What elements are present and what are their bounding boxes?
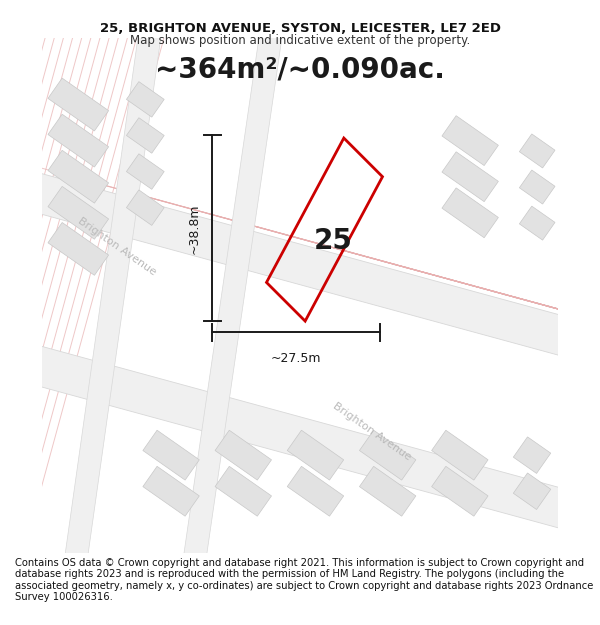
Text: Brighton Avenue: Brighton Avenue: [76, 216, 158, 277]
Polygon shape: [215, 430, 271, 480]
Polygon shape: [520, 170, 555, 204]
Polygon shape: [143, 466, 199, 516]
Polygon shape: [127, 82, 164, 117]
Polygon shape: [514, 473, 551, 509]
Polygon shape: [48, 114, 109, 167]
Polygon shape: [143, 430, 199, 480]
Text: 25: 25: [314, 227, 353, 255]
Text: Contains OS data © Crown copyright and database right 2021. This information is : Contains OS data © Crown copyright and d…: [15, 558, 593, 602]
Polygon shape: [287, 430, 344, 480]
Polygon shape: [215, 466, 271, 516]
Polygon shape: [442, 152, 499, 202]
Polygon shape: [181, 10, 286, 581]
Polygon shape: [48, 78, 109, 131]
Text: Map shows position and indicative extent of the property.: Map shows position and indicative extent…: [130, 34, 470, 48]
Polygon shape: [48, 151, 109, 203]
Polygon shape: [48, 222, 109, 275]
Polygon shape: [11, 341, 589, 533]
Polygon shape: [11, 168, 589, 361]
Polygon shape: [359, 466, 416, 516]
Polygon shape: [287, 466, 344, 516]
Polygon shape: [514, 437, 551, 473]
Text: ~38.8m: ~38.8m: [188, 203, 201, 254]
Polygon shape: [359, 430, 416, 480]
Text: ~364m²/~0.090ac.: ~364m²/~0.090ac.: [155, 56, 445, 84]
Polygon shape: [442, 188, 499, 238]
Text: Brighton Avenue: Brighton Avenue: [331, 401, 413, 462]
Polygon shape: [127, 190, 164, 226]
Polygon shape: [520, 206, 555, 240]
Polygon shape: [127, 118, 164, 153]
Text: 25, BRIGHTON AVENUE, SYSTON, LEICESTER, LE7 2ED: 25, BRIGHTON AVENUE, SYSTON, LEICESTER, …: [100, 22, 500, 36]
Polygon shape: [127, 154, 164, 189]
Polygon shape: [431, 430, 488, 480]
Text: ~27.5m: ~27.5m: [271, 352, 322, 365]
Polygon shape: [520, 134, 555, 168]
Polygon shape: [442, 116, 499, 166]
Polygon shape: [431, 466, 488, 516]
Polygon shape: [48, 186, 109, 239]
Polygon shape: [62, 10, 164, 581]
